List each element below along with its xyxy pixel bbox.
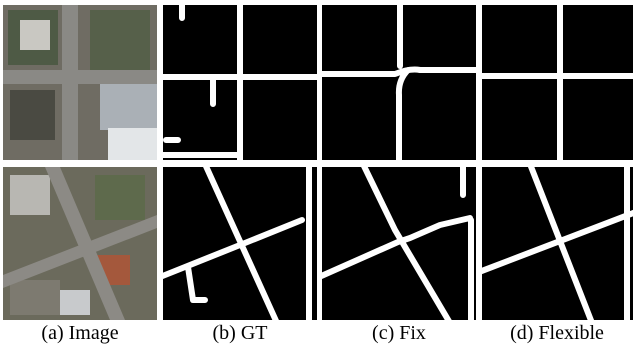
- caption: (c) Fix: [372, 322, 426, 344]
- mask-fix: [319, 2, 480, 163]
- figure: (a) Image (b) GT (c) Fix (d) Flexible: [0, 0, 633, 345]
- mask-gt: [160, 2, 320, 163]
- caption: (a) Image: [41, 322, 118, 344]
- mask-fix: [319, 164, 476, 323]
- caption: (b) GT: [213, 322, 268, 344]
- aerial-image: [3, 167, 157, 320]
- mask-gt: [160, 164, 317, 323]
- aerial-image: [3, 5, 157, 160]
- mask-flexible: [479, 164, 633, 323]
- mask-flexible: [479, 2, 633, 163]
- caption: (d) Flexible: [510, 322, 604, 344]
